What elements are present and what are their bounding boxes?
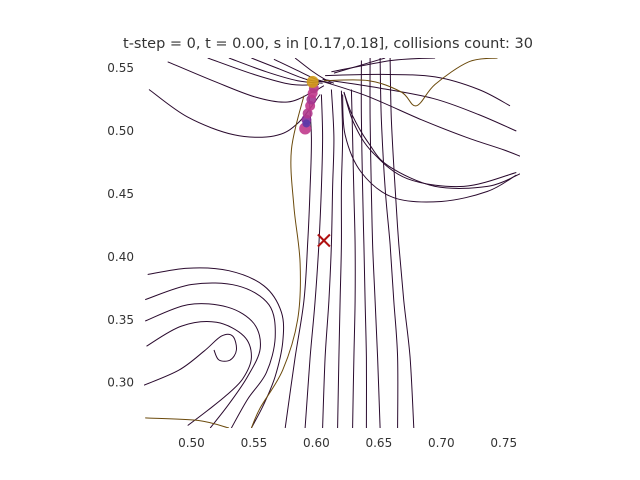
streamline-8: [343, 91, 520, 189]
streamline-3: [207, 58, 319, 86]
y-tick-label-6: 0.55: [107, 61, 134, 75]
streamline-12: [322, 78, 517, 132]
x-tick-label-3: 0.60: [303, 436, 330, 450]
streamline-1: [148, 89, 321, 138]
streamline-15: [333, 58, 386, 74]
streamline-22: [304, 94, 324, 428]
streamline-9: [343, 91, 517, 188]
trajectory-marker-3: [302, 108, 313, 119]
streamline-30: [145, 417, 230, 428]
chart-title: t-step = 0, t = 0.00, s in [0.17,0.18], …: [123, 36, 533, 52]
x-tick-label-6: 0.75: [490, 436, 517, 450]
streamline-20: [144, 333, 237, 386]
streamline-19: [146, 321, 252, 426]
streamline-14: [331, 58, 436, 73]
streamline-10: [342, 94, 517, 203]
target-cross-stroke-2: [317, 233, 331, 248]
y-axis-ticks: 0.30 0.35 0.40 0.45 0.50 0.55: [107, 61, 134, 390]
streamline-18: [145, 303, 261, 428]
streamline-11: [319, 80, 520, 157]
streamline-29: [389, 58, 415, 428]
streamline-28: [379, 58, 399, 428]
streamline-31: [250, 95, 305, 428]
streamline-25: [350, 89, 356, 428]
streamline-17: [145, 282, 276, 428]
x-axis-ticks: 0.50 0.55 0.60 0.65 0.70 0.75: [178, 436, 517, 450]
streamline-21: [284, 94, 312, 428]
streamline-13: [325, 73, 511, 107]
y-tick-label-2: 0.35: [107, 313, 134, 327]
y-tick-label-1: 0.30: [107, 376, 134, 390]
marker-group: [299, 75, 331, 248]
y-tick-label-3: 0.40: [107, 250, 134, 264]
streamline-group: [144, 58, 520, 428]
streamline-27: [369, 58, 381, 428]
y-tick-label-5: 0.50: [107, 124, 134, 138]
x-tick-label-1: 0.50: [178, 436, 205, 450]
x-tick-label-4: 0.65: [365, 436, 392, 450]
x-tick-label-5: 0.70: [428, 436, 455, 450]
streamline-26: [360, 60, 367, 428]
streamline-24: [337, 90, 344, 428]
x-tick-label-2: 0.55: [241, 436, 268, 450]
streamline-7: [294, 58, 335, 84]
trajectory-marker-9: [306, 75, 319, 88]
streamline-32: [323, 58, 498, 107]
streamline-2: [167, 61, 325, 103]
streamline-23: [322, 89, 335, 428]
y-tick-label-4: 0.45: [107, 187, 134, 201]
trajectory-marker-8: [302, 119, 311, 128]
